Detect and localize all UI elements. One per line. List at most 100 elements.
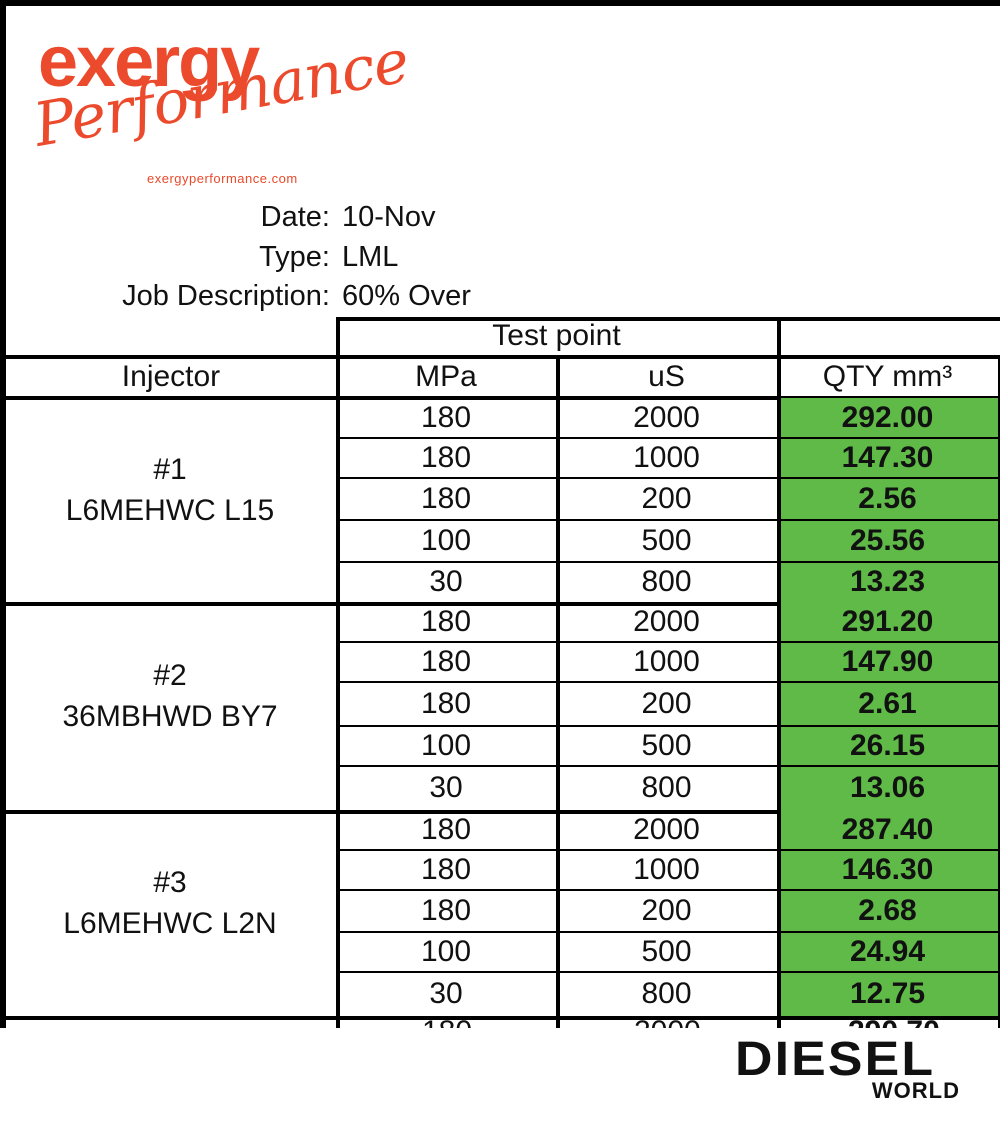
group-bottom-line xyxy=(0,810,1000,814)
date-label: Date: xyxy=(260,201,330,233)
partial-mpa: 180 xyxy=(422,1017,472,1029)
partial-qty: 290.70 xyxy=(848,1017,940,1029)
column-header-bottom-line xyxy=(0,396,1000,400)
type-label: Type: xyxy=(259,241,330,273)
mpa-cell: 100 xyxy=(420,729,472,762)
injector-column-header: Injector xyxy=(121,359,221,393)
injector-code: L6MEHWC L15 xyxy=(65,494,275,527)
header-col-line-2 xyxy=(777,355,781,399)
qty-cell: 13.23 xyxy=(849,565,926,598)
group-header-left-line xyxy=(336,317,340,357)
sheet-left-border xyxy=(0,0,6,1028)
injector-number: #2 xyxy=(153,659,187,692)
us-cell: 200 xyxy=(641,894,692,927)
header-col-line-0 xyxy=(336,355,340,399)
row-divider xyxy=(336,849,1000,851)
exergy-logo: exergy Performance exergyperformance.com xyxy=(29,22,414,196)
row-divider xyxy=(336,561,1000,563)
qty-cell: 2.56 xyxy=(858,482,917,515)
sheet-top-border xyxy=(0,0,1000,6)
mpa-cell: 180 xyxy=(420,441,472,474)
row-divider xyxy=(336,437,1000,439)
us-cell: 500 xyxy=(641,524,692,557)
test-point-header: Test point xyxy=(492,318,621,352)
type-value: LML xyxy=(342,241,399,273)
qty-column-header: QTY mm³ xyxy=(822,359,953,393)
us-cell: 200 xyxy=(641,687,692,720)
spreadsheet-sheet: exergy Performance exergyperformance.com… xyxy=(0,0,1000,1028)
column-header-top-line xyxy=(0,355,1000,359)
mpa-column-header: MPa xyxy=(415,359,477,393)
diesel-world-watermark: DIESEL WORLD xyxy=(735,1036,970,1102)
qty-cell: 26.15 xyxy=(849,729,926,762)
mpa-cell: 180 xyxy=(420,605,472,638)
us-cell: 800 xyxy=(641,771,692,804)
row-divider xyxy=(336,931,1000,933)
qty-fill xyxy=(781,398,998,602)
row-divider xyxy=(336,971,1000,973)
injector-number: #1 xyxy=(153,453,187,486)
us-cell: 1000 xyxy=(633,441,700,474)
group-bottom-line xyxy=(0,602,1000,606)
row-divider xyxy=(336,725,1000,727)
mpa-cell: 100 xyxy=(420,524,472,557)
mpa-cell: 180 xyxy=(420,894,472,927)
body-col-line-3 xyxy=(998,396,1000,1028)
mpa-cell: 180 xyxy=(420,853,472,886)
header-col-line-1 xyxy=(556,355,560,399)
us-cell: 2000 xyxy=(633,401,700,434)
qty-cell: 2.61 xyxy=(858,687,917,720)
body-col-line-1 xyxy=(556,396,560,1028)
watermark-diesel: DIESEL xyxy=(735,1033,936,1086)
mpa-cell: 180 xyxy=(420,645,472,678)
date-value: 10-Nov xyxy=(342,201,436,233)
us-cell: 800 xyxy=(641,977,692,1010)
us-cell: 1000 xyxy=(633,853,700,886)
qty-cell: 147.30 xyxy=(841,441,934,474)
us-cell: 2000 xyxy=(633,813,700,846)
group-header-right-line xyxy=(777,317,781,357)
row-divider xyxy=(336,765,1000,767)
logo-brand: exergy xyxy=(38,22,260,102)
mpa-cell: 180 xyxy=(420,687,472,720)
logo-url: exergyperformance.com xyxy=(147,171,298,186)
row-divider xyxy=(336,641,1000,643)
qty-cell: 287.40 xyxy=(841,813,934,846)
group-bottom-line xyxy=(0,1016,1000,1020)
qty-cell: 146.30 xyxy=(841,853,934,886)
body-col-line-0 xyxy=(336,396,340,1028)
row-divider xyxy=(336,889,1000,891)
mpa-cell: 180 xyxy=(420,813,472,846)
us-cell: 200 xyxy=(641,482,692,515)
mpa-cell: 30 xyxy=(429,771,463,804)
qty-cell: 292.00 xyxy=(841,401,934,434)
qty-cell: 12.75 xyxy=(849,977,926,1010)
row-divider xyxy=(336,519,1000,521)
watermark-world: WORLD xyxy=(871,1078,960,1103)
us-cell: 800 xyxy=(641,565,692,598)
qty-cell: 291.20 xyxy=(841,605,934,638)
injector-code: 36MBHWD BY7 xyxy=(62,700,278,733)
job-description-label: Job Description: xyxy=(122,280,330,312)
row-divider xyxy=(336,681,1000,683)
us-cell: 1000 xyxy=(633,645,700,678)
qty-cell: 147.90 xyxy=(841,645,934,678)
us-column-header: uS xyxy=(648,359,685,393)
mpa-cell: 30 xyxy=(429,565,463,598)
mpa-cell: 180 xyxy=(420,482,472,515)
us-cell: 500 xyxy=(641,729,692,762)
injector-number: #3 xyxy=(153,866,187,899)
mpa-cell: 30 xyxy=(429,977,463,1010)
row-divider xyxy=(336,477,1000,479)
partial-us: 2000 xyxy=(634,1017,701,1029)
injector-code: L6MEHWC L2N xyxy=(63,907,277,940)
qty-fill xyxy=(781,602,998,810)
us-cell: 2000 xyxy=(633,605,700,638)
mpa-cell: 180 xyxy=(420,401,472,434)
group-header-top-line xyxy=(336,317,1000,321)
mpa-cell: 100 xyxy=(420,935,472,968)
us-cell: 500 xyxy=(641,935,692,968)
qty-cell: 24.94 xyxy=(849,935,926,968)
qty-cell: 13.06 xyxy=(849,771,926,804)
qty-cell: 2.68 xyxy=(858,894,917,927)
